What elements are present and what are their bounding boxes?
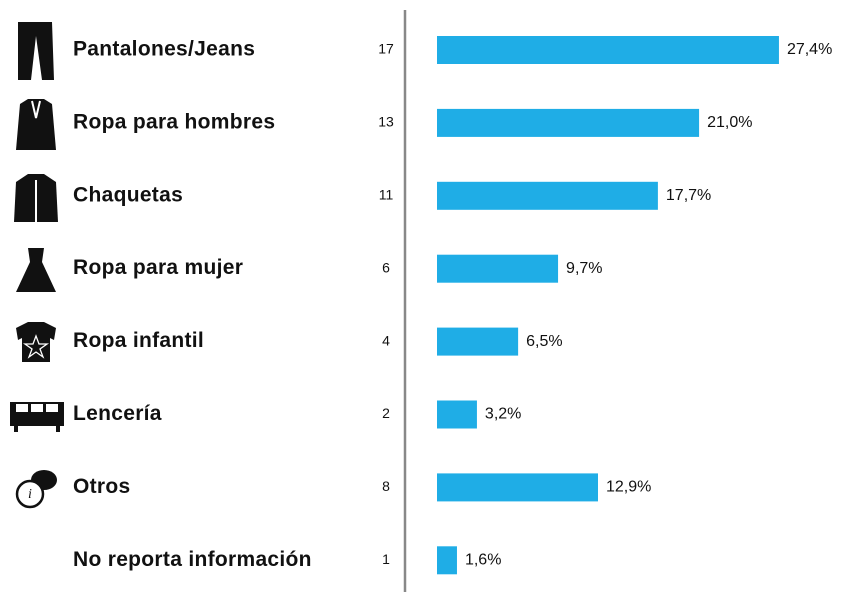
count-label: 11 bbox=[379, 187, 394, 203]
category-label: No reporta información bbox=[73, 548, 312, 571]
icon-bed-pillow bbox=[31, 404, 43, 412]
count-label: 4 bbox=[382, 332, 390, 348]
icon-dress bbox=[16, 248, 56, 292]
icon-bed-pillow bbox=[16, 404, 28, 412]
bar bbox=[437, 108, 700, 137]
bar bbox=[437, 327, 519, 356]
category-label: Lencería bbox=[73, 402, 162, 425]
value-label: 21,0% bbox=[707, 114, 752, 131]
category-label: Otros bbox=[73, 475, 131, 498]
value-label: 3,2% bbox=[485, 406, 521, 423]
category-label: Ropa para mujer bbox=[73, 256, 243, 279]
icons: i bbox=[10, 22, 64, 509]
icon-info: i bbox=[28, 487, 32, 502]
value-label: 27,4% bbox=[787, 41, 832, 58]
category-label: Pantalones/Jeans bbox=[73, 38, 255, 61]
bar bbox=[437, 546, 457, 575]
icon-pants bbox=[18, 22, 54, 80]
value-label: 6,5% bbox=[526, 333, 562, 350]
icon-bed-pillow bbox=[46, 404, 58, 412]
count-label: 1 bbox=[382, 551, 390, 567]
bar bbox=[437, 254, 559, 283]
bar bbox=[437, 473, 598, 502]
icon-suit-detail bbox=[31, 100, 41, 119]
count-label: 13 bbox=[378, 114, 394, 130]
count-label: 2 bbox=[382, 405, 390, 421]
bar bbox=[437, 400, 477, 429]
value-label: 17,7% bbox=[666, 187, 711, 204]
value-label: 1,6% bbox=[465, 552, 501, 569]
icon-suit bbox=[16, 99, 56, 150]
category-label: Ropa infantil bbox=[73, 329, 204, 352]
icon-bubble bbox=[15, 479, 45, 509]
count-label: 8 bbox=[382, 478, 390, 494]
count-label: 17 bbox=[378, 41, 394, 57]
icon-baby bbox=[16, 322, 56, 362]
category-label: Ropa para hombres bbox=[73, 110, 275, 133]
value-label: 9,7% bbox=[566, 260, 602, 277]
bar bbox=[437, 181, 658, 210]
icon-baby-star bbox=[22, 334, 50, 359]
bar bbox=[437, 36, 779, 64]
count-label: 6 bbox=[382, 259, 390, 275]
value-label: 12,9% bbox=[606, 479, 651, 496]
category-label: Chaquetas bbox=[73, 183, 183, 206]
